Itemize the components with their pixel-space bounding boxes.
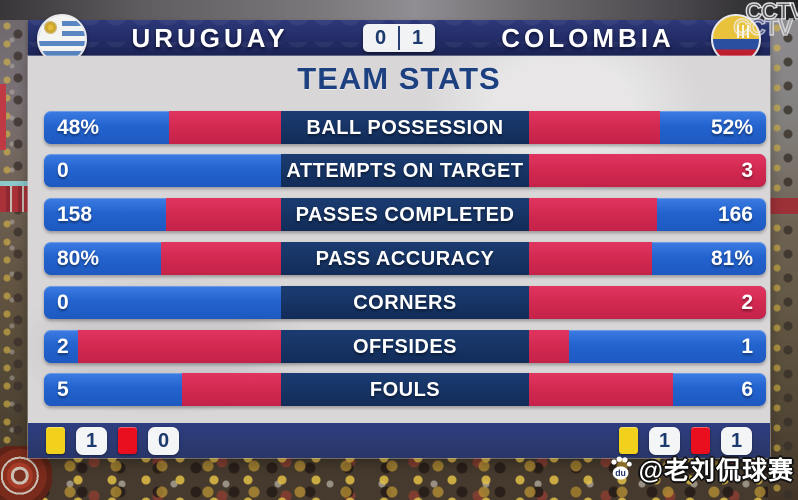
stat-label: ATTEMPTS ON TARGET (281, 154, 529, 187)
crowd-bottom (0, 450, 798, 500)
stat-row: CORNERS 0 2 (44, 286, 766, 319)
away-stat-value: 166 (717, 203, 753, 226)
away-stat-value: 3 (741, 159, 753, 182)
channel-handle-text: @老刘侃球赛 (638, 457, 794, 485)
left-edge-red-flag (0, 84, 6, 150)
stat-row: BALL POSSESSION 48% 52% (44, 111, 766, 144)
yellow-card-icon (46, 427, 65, 454)
colombia-flag-icon (711, 14, 761, 64)
away-red-card-count: 1 (721, 426, 752, 455)
red-card-icon (691, 427, 710, 454)
stat-row: PASS ACCURACY 80% 81% (44, 242, 766, 275)
stat-row: PASSES COMPLETED 158 166 (44, 198, 766, 231)
home-yellow-card-count: 1 (76, 426, 107, 455)
scoreboard-graphic: URUGUAY COLOMBIA 0 1 TEAM STATS BALL POS… (28, 14, 770, 458)
stat-row: FOULS 5 6 (44, 373, 766, 406)
scoreboard-header: URUGUAY COLOMBIA 0 1 (28, 20, 770, 56)
home-red-card-count: 0 (148, 426, 179, 455)
cards-strip: 1 0 1 1 (28, 423, 770, 458)
cctv-text: CCTV (745, 0, 798, 25)
team-stats-panel: TEAM STATS BALL POSSESSION 48% 52% ATTEMPTS… (28, 56, 770, 458)
home-stat-value: 0 (57, 291, 69, 314)
stat-label: FOULS (281, 373, 529, 406)
home-stat-value: 158 (57, 203, 93, 226)
away-score: 1 (411, 27, 424, 49)
away-yellow-card-count: 1 (649, 426, 680, 455)
away-stat-value: 6 (741, 378, 753, 401)
home-team-name: URUGUAY (131, 23, 289, 53)
crowd-left-edge (0, 20, 30, 500)
away-stat-value: 1 (741, 335, 753, 358)
cctv-text-shadow-copy: CCTV (733, 13, 794, 40)
left-edge-rail (0, 181, 28, 186)
stat-label: BALL POSSESSION (281, 111, 529, 144)
red-card-icon (118, 427, 137, 454)
stat-row: ATTEMPTS ON TARGET 0 3 (44, 154, 766, 187)
stat-label: PASS ACCURACY (281, 242, 529, 275)
stat-label: CORNERS (281, 286, 529, 319)
right-edge-banner (770, 198, 798, 214)
stat-row: OFFSIDES 2 1 (44, 330, 766, 363)
home-stat-value: 48% (57, 116, 100, 139)
home-cards-group: 1 0 (46, 426, 179, 455)
yellow-card-icon (619, 427, 638, 454)
away-stat-value: 2 (741, 291, 753, 314)
crowd-right-edge (768, 20, 798, 500)
home-stat-value: 2 (57, 335, 69, 358)
away-stat-value: 81% (710, 247, 753, 270)
home-score: 0 (374, 27, 387, 49)
left-edge-banner (0, 186, 28, 212)
paw-du-text: du (615, 468, 626, 478)
channel-watermark: du @老刘侃球赛 (607, 451, 794, 487)
uruguay-flag-icon (37, 14, 87, 64)
baidu-paw-icon: du (610, 456, 632, 480)
home-stat-value: 5 (57, 378, 69, 401)
stat-label: PASSES COMPLETED (281, 198, 529, 231)
away-team-name: COLOMBIA (501, 23, 675, 53)
score-box: 0 1 (363, 24, 435, 52)
panel-title: TEAM STATS (297, 61, 501, 96)
home-stat-value: 0 (57, 159, 69, 182)
score-divider (398, 26, 400, 50)
away-stat-value: 52% (710, 116, 753, 139)
cctv-logo-watermark: CCTV CCTV (708, 0, 798, 52)
stadium-upper-tier (0, 0, 798, 22)
stat-label: OFFSIDES (281, 330, 529, 363)
away-cards-group: 1 1 (619, 426, 752, 455)
home-stat-value: 80% (57, 247, 100, 270)
